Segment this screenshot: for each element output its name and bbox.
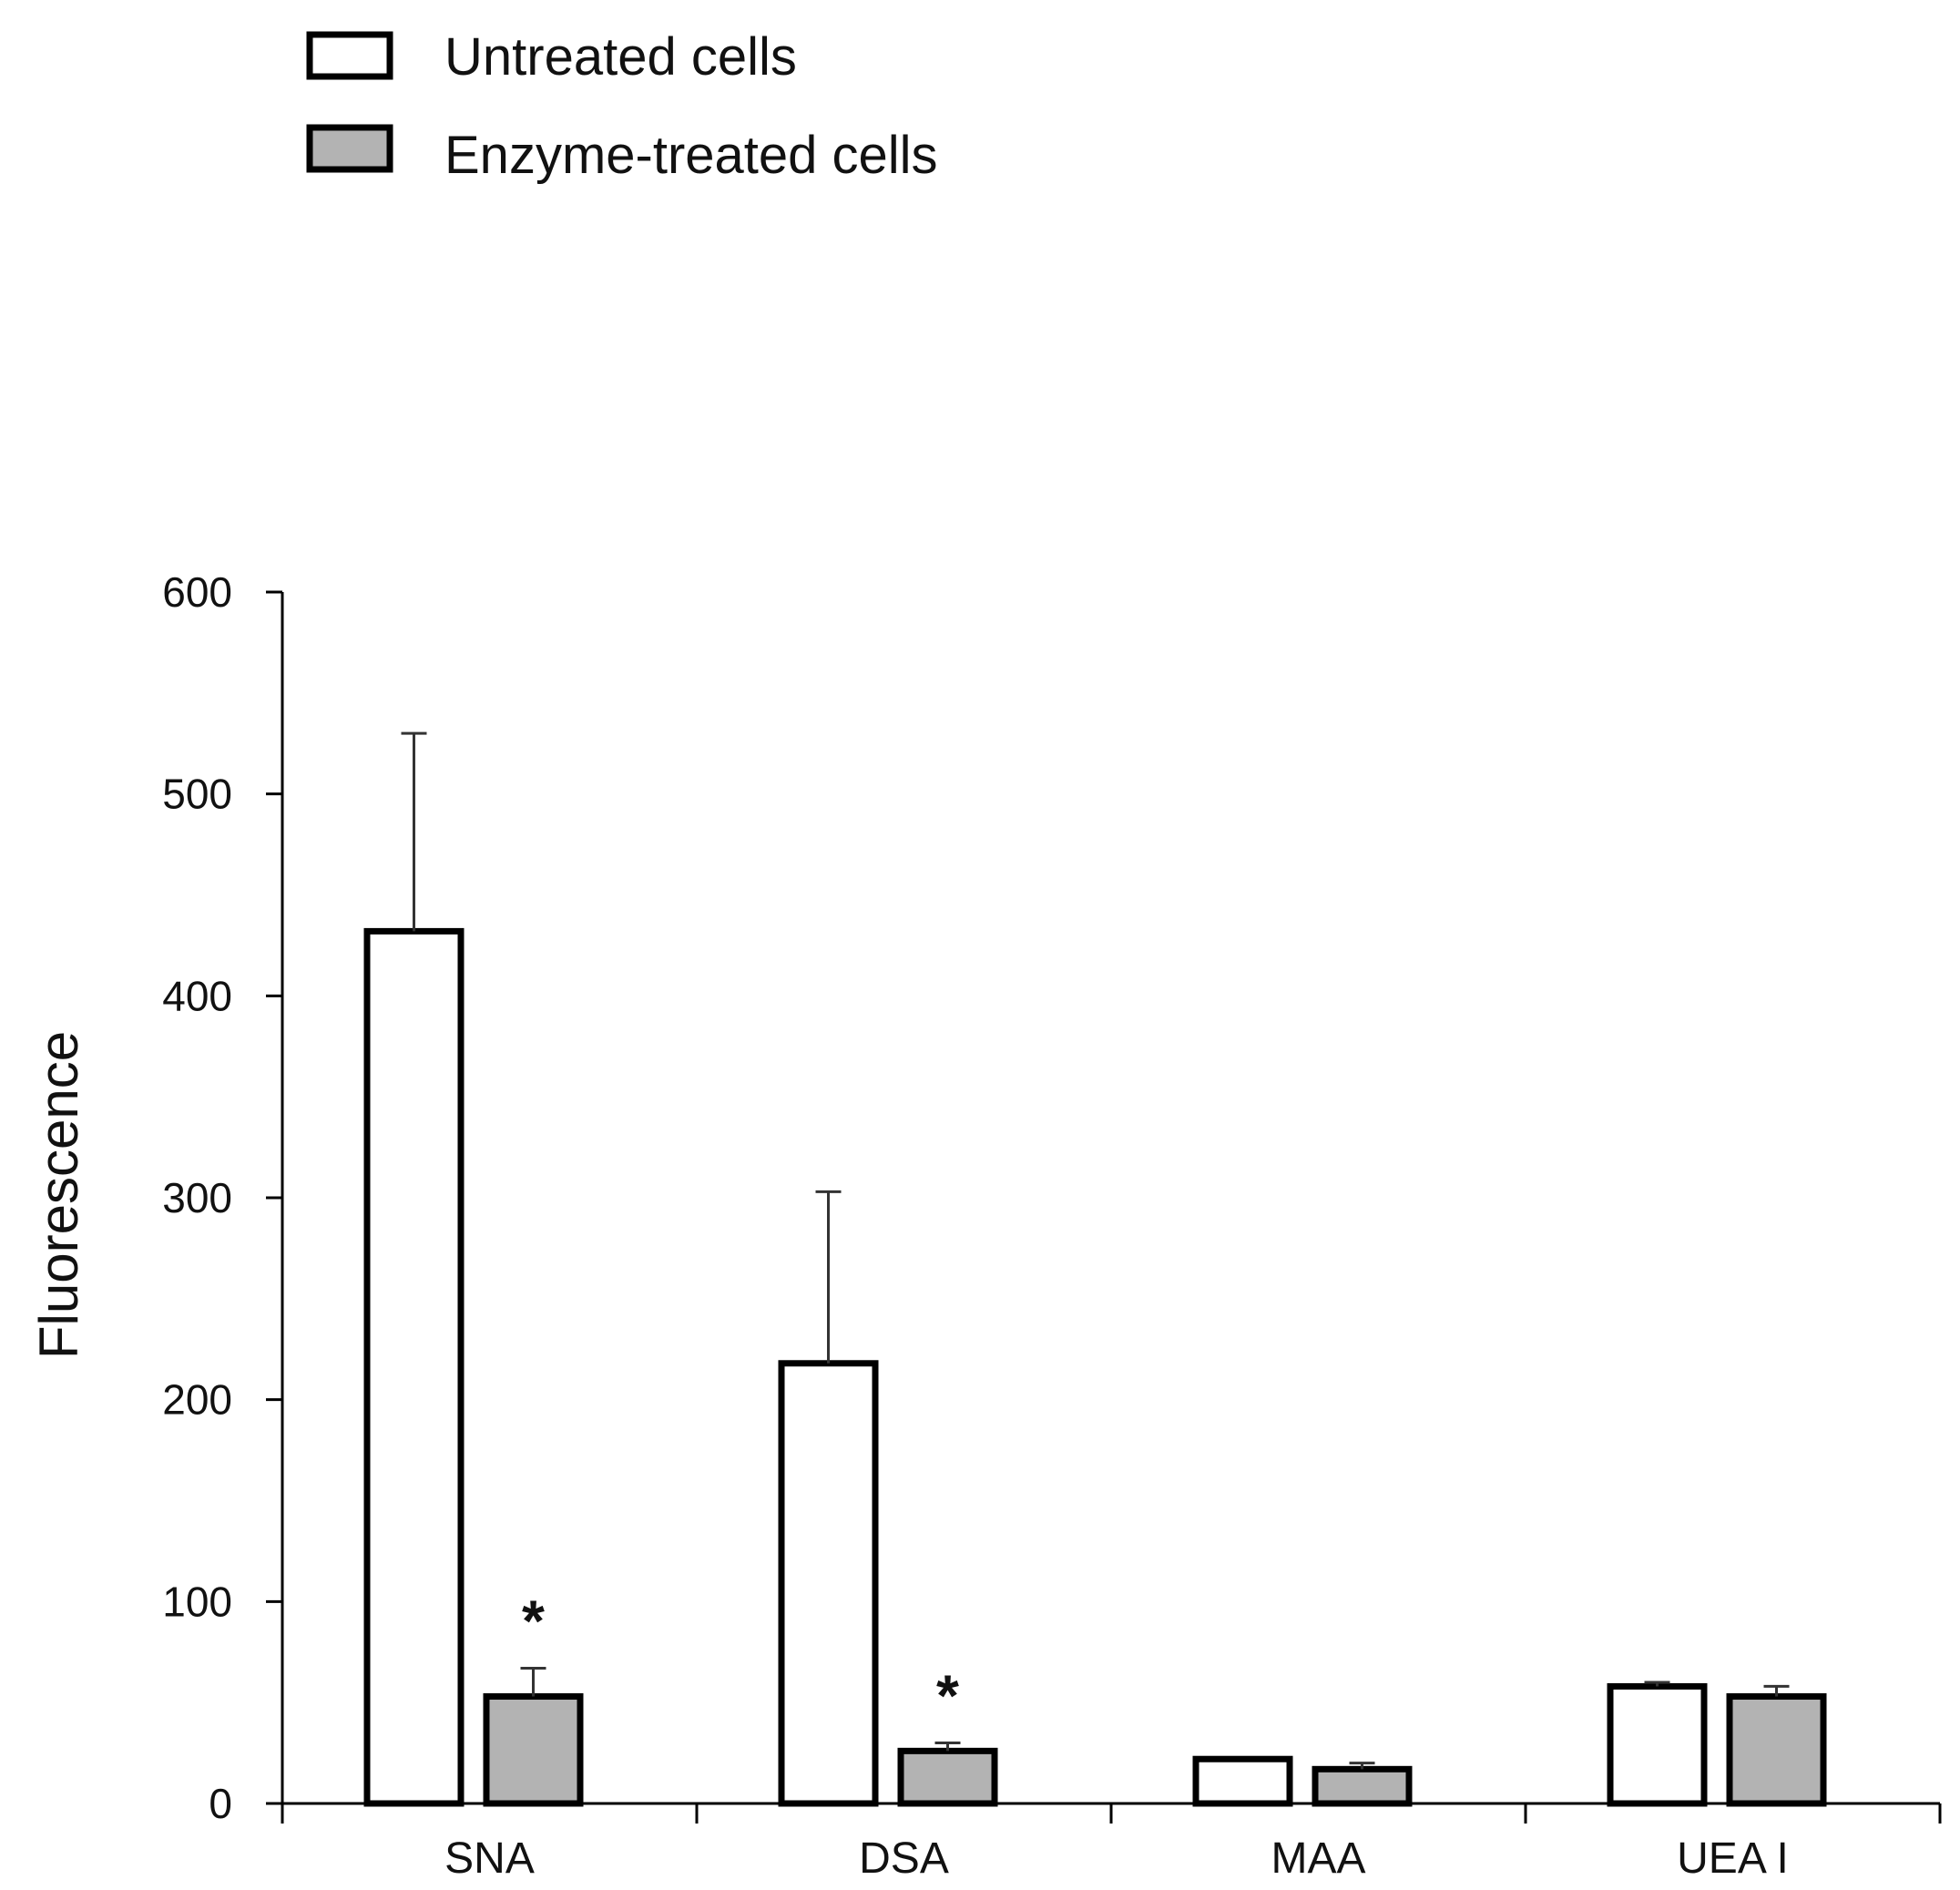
y-tick-label: 300 xyxy=(162,1174,232,1221)
bar-enzyme-treated-cells-dsa xyxy=(897,1747,998,1807)
x-category-label: SNA xyxy=(444,1834,535,1883)
significance-marker: * xyxy=(936,1663,959,1729)
y-tick-label: 600 xyxy=(162,568,232,616)
legend-swatch-enzyme-treated xyxy=(306,124,393,173)
legend-swatch-untreated xyxy=(306,31,393,80)
legend: Untreated cells Enzyme-treated cells xyxy=(306,27,938,185)
legend-label-enzyme-treated: Enzyme-treated cells xyxy=(444,126,938,185)
bar-untreated-cells-uea-i xyxy=(1607,1682,1708,1807)
bar-enzyme-treated-cells-sna xyxy=(483,1693,584,1807)
y-tick-label: 500 xyxy=(162,771,232,818)
x-category-label: MAA xyxy=(1271,1834,1365,1883)
significance-marker: * xyxy=(522,1588,545,1653)
y-tick-label: 0 xyxy=(209,1780,232,1827)
bar-enzyme-treated-cells-uea-i xyxy=(1726,1693,1827,1807)
x-category-label: UEA I xyxy=(1677,1834,1789,1883)
bar-enzyme-treated-cells-maa xyxy=(1312,1765,1413,1807)
bar-untreated-cells-sna xyxy=(363,927,464,1807)
bar-untreated-cells-maa xyxy=(1192,1755,1293,1807)
y-tick-label: 100 xyxy=(162,1578,232,1625)
plot-area: 0 100 200 300 400 500 600 SNA DSA MAA UEA I * * xyxy=(162,568,1942,1883)
legend-label-untreated: Untreated cells xyxy=(444,27,797,87)
x-category-label: DSA xyxy=(859,1834,949,1883)
y-axis-title: Fluorescence xyxy=(28,1031,89,1359)
y-tick-label: 400 xyxy=(162,972,232,1019)
y-tick-label: 200 xyxy=(162,1376,232,1424)
bar-untreated-cells-dsa xyxy=(778,1360,879,1807)
